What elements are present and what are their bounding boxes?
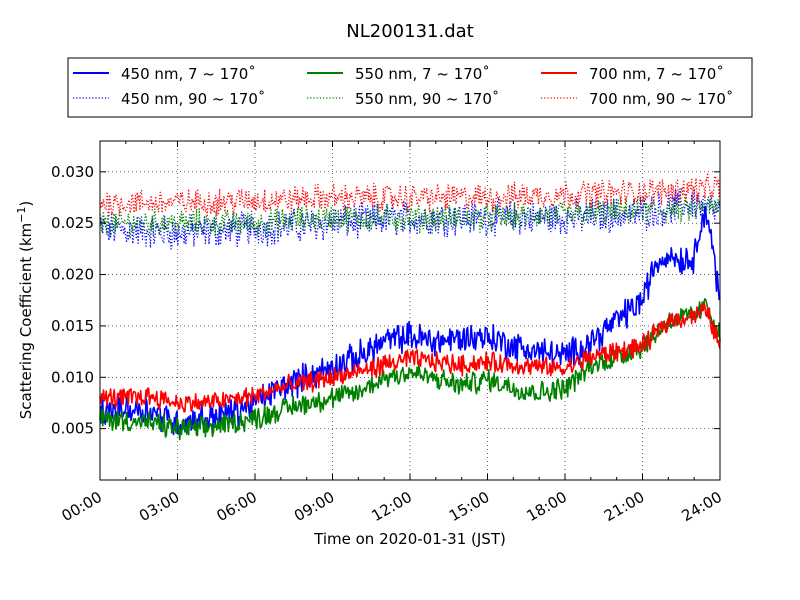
y-axis-label-exponent: −1: [15, 207, 28, 223]
y-tick-label: 0.015: [51, 317, 94, 335]
y-axis-label-close: ): [17, 201, 35, 207]
series-layer: [99, 172, 721, 441]
legend: 450 nm, 7 ~ 170˚ 450 nm, 90 ~ 170˚ 550 nm,…: [67, 57, 753, 118]
legend-frame: [67, 57, 753, 118]
legend-label-3: 550 nm, 90 ~ 170˚: [355, 90, 499, 108]
legend-label-1: 450 nm, 90 ~ 170˚: [121, 90, 265, 108]
series-line-3: [99, 194, 721, 240]
series-line-1: [99, 188, 721, 250]
y-tick-label: 0.010: [51, 368, 94, 386]
y-tick-label: 0.030: [51, 163, 94, 181]
y-axis-label-main: Scattering Coefficient (km: [17, 223, 35, 419]
legend-label-2: 550 nm, 7 ~ 170˚: [355, 65, 490, 83]
y-tick-label: 0.025: [51, 214, 94, 232]
y-axis-label: Scattering Coefficient (km−1): [15, 201, 35, 420]
y-tick-label: 0.020: [51, 266, 94, 284]
series-line-4: [99, 301, 721, 413]
chart-title: NL200131.dat: [346, 21, 473, 42]
legend-label-5: 700 nm, 90 ~ 170˚: [589, 90, 733, 108]
legend-label-0: 450 nm, 7 ~ 170˚: [121, 65, 256, 83]
legend-label-4: 700 nm, 7 ~ 170˚: [589, 65, 724, 83]
x-axis-label: Time on 2020-01-31 (JST): [313, 530, 506, 548]
y-tick-label: 0.005: [51, 420, 94, 438]
